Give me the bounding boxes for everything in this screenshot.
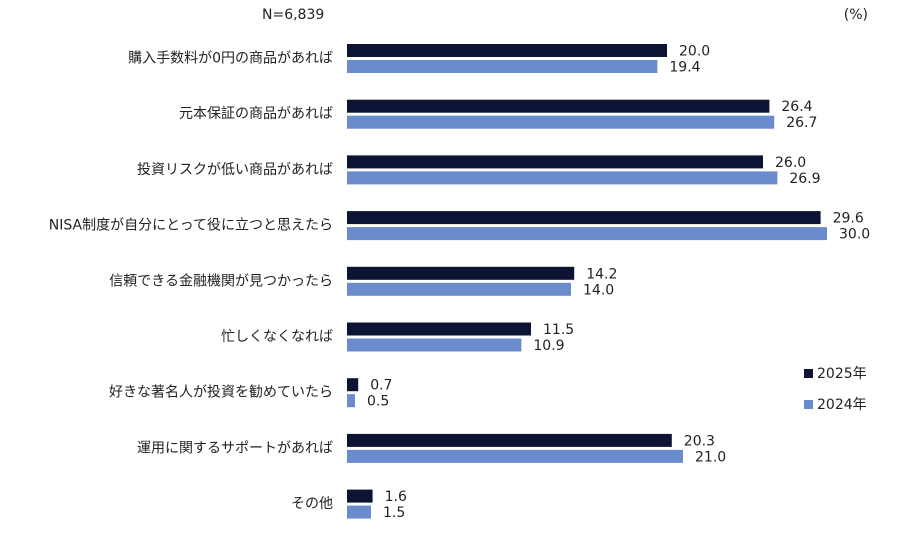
unit-label: (%) bbox=[844, 7, 868, 23]
value-label: 26.7 bbox=[786, 115, 817, 131]
category-label: その他 bbox=[291, 496, 333, 512]
value-label: 19.4 bbox=[669, 60, 700, 76]
category-label: 忙しくなくなれば bbox=[221, 329, 333, 345]
value-label: 20.0 bbox=[679, 44, 710, 60]
sample-size: N=6,839 bbox=[262, 7, 324, 23]
value-label: 1.5 bbox=[383, 505, 405, 521]
value-label: 10.9 bbox=[533, 338, 564, 354]
bar bbox=[347, 489, 373, 503]
legend-swatch bbox=[804, 400, 813, 409]
bar bbox=[347, 211, 821, 225]
bar bbox=[347, 282, 571, 296]
bar bbox=[347, 60, 658, 73]
bar bbox=[347, 338, 522, 352]
value-label: 11.5 bbox=[543, 322, 574, 338]
category-label: 元本保証の商品があれば bbox=[179, 106, 333, 122]
bar bbox=[347, 115, 775, 129]
category-label: 運用に関するサポートがあれば bbox=[137, 440, 333, 456]
bar bbox=[347, 505, 371, 519]
value-label: 20.3 bbox=[684, 433, 715, 449]
value-label: 29.6 bbox=[833, 211, 864, 227]
category-label: 投資リスクが低い商品があれば bbox=[137, 162, 333, 178]
value-label: 0.7 bbox=[370, 378, 392, 394]
bar bbox=[347, 378, 359, 392]
value-label: 14.2 bbox=[586, 266, 617, 282]
category-label: NISA制度が自分にとって役に立つと思えたら bbox=[49, 218, 333, 234]
value-label: 0.5 bbox=[367, 394, 389, 410]
legend-swatch bbox=[804, 369, 813, 378]
bar bbox=[347, 433, 672, 447]
bar bbox=[347, 227, 827, 241]
bar bbox=[347, 155, 763, 169]
category-label: 購入手数料が0円の商品があれば bbox=[128, 51, 333, 67]
value-label: 26.0 bbox=[775, 155, 806, 171]
category-label: 好きな著名人が投資を勧めていたら bbox=[109, 384, 333, 401]
value-label: 14.0 bbox=[583, 282, 614, 298]
bar bbox=[347, 44, 667, 57]
bar bbox=[347, 394, 355, 408]
bar bbox=[347, 322, 531, 336]
value-label: 21.0 bbox=[695, 449, 726, 465]
legend-label: 2025年 bbox=[817, 366, 867, 382]
value-label: 30.0 bbox=[839, 227, 870, 243]
category-label: 信頼できる金融機関が見つかったら bbox=[109, 273, 333, 289]
bar bbox=[347, 171, 778, 185]
bar bbox=[347, 99, 770, 113]
value-label: 1.6 bbox=[385, 489, 407, 505]
value-label: 26.9 bbox=[789, 171, 820, 187]
bar bbox=[347, 266, 575, 280]
value-label: 26.4 bbox=[781, 99, 812, 115]
bar bbox=[347, 449, 683, 463]
legend-label: 2024年 bbox=[817, 397, 867, 413]
